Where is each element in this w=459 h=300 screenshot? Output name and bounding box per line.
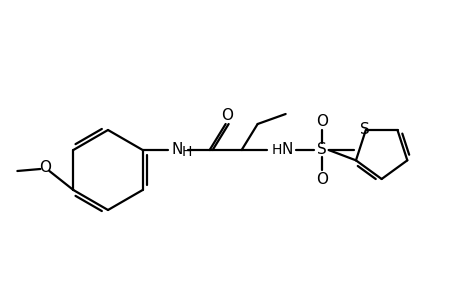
Text: H: H bbox=[181, 145, 191, 159]
Text: N: N bbox=[281, 142, 293, 158]
Text: S: S bbox=[316, 142, 326, 158]
Text: O: O bbox=[39, 160, 51, 175]
Text: H: H bbox=[271, 143, 281, 157]
Text: S: S bbox=[359, 122, 369, 137]
Text: O: O bbox=[220, 109, 232, 124]
Text: O: O bbox=[315, 172, 327, 187]
Text: O: O bbox=[315, 113, 327, 128]
Text: N: N bbox=[172, 142, 183, 158]
